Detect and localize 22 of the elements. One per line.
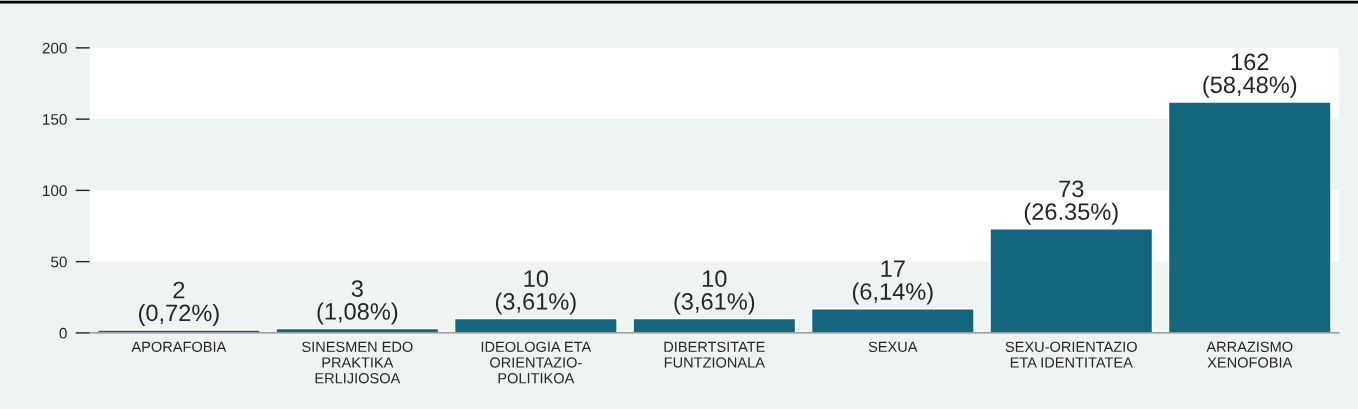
data-label: 17 (6,14%)	[852, 260, 933, 305]
data-label: 10 (3,61%)	[495, 270, 576, 315]
y-tick-label: 100	[43, 185, 67, 197]
x-tick-label: ARRAZISMO XENOFOBIA	[1206, 341, 1293, 368]
data-label: 10 (3,61%)	[674, 270, 755, 315]
data-label: 73 (26.35%)	[1024, 180, 1118, 225]
y-tick-label: 200	[42, 42, 67, 54]
x-tick-label: APORAFOBIA	[131, 341, 227, 352]
y-tick-label: 150	[43, 113, 67, 125]
y-tick-label: 50	[51, 256, 67, 268]
x-tick-label: SEXU-ORIENTAZIO ETA IDENTITATEA	[1005, 341, 1137, 368]
data-label: 162 (58,48%)	[1203, 53, 1297, 98]
x-tick-label: IDEOLOGIA ETA ORIENTAZIO- POLITIKOA	[481, 341, 592, 384]
data-label: 2 (0,72%)	[139, 281, 219, 326]
data-label: 3 (1,08%)	[317, 280, 398, 325]
bar	[810, 307, 975, 333]
x-tick-label: SEXUA	[868, 341, 918, 352]
bar	[453, 317, 618, 333]
y-tick-label: 0	[59, 327, 67, 339]
x-tick-label: DIBERTSITATE FUNTZIONALA	[664, 341, 765, 368]
bar	[632, 317, 797, 333]
x-tick-label: SINESMEN EDO PRAKTIKA ERLIJIOSOA	[302, 341, 413, 384]
